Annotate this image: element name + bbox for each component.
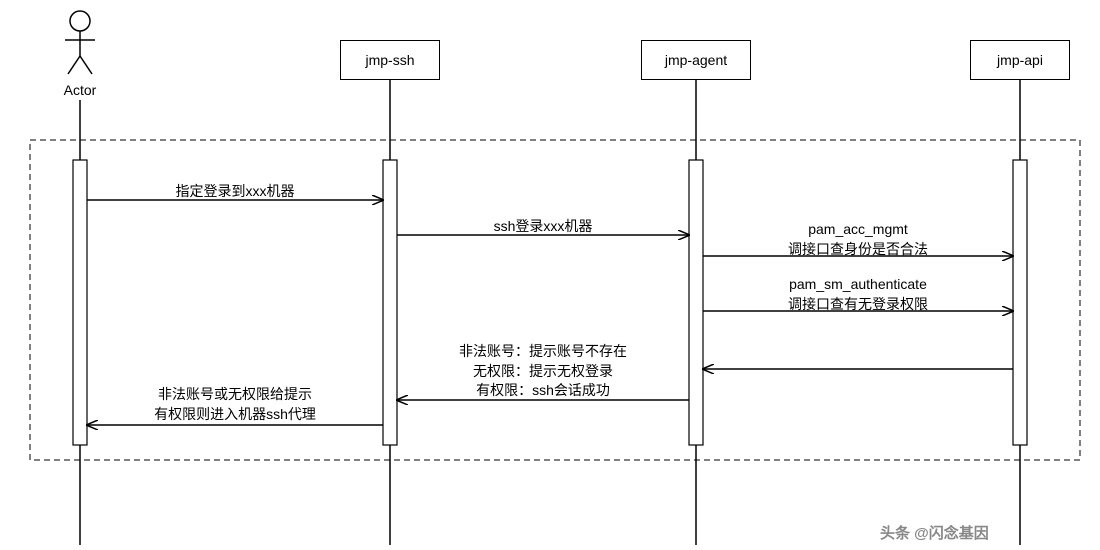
participant-jmp_api: jmp-api [970, 40, 1070, 80]
message-label-2: pam_acc_mgmt调接口查身份是否合法 [698, 220, 1018, 259]
watermark-text: 头条 @闪念基因 [880, 522, 989, 543]
message-label-6: 非法账号或无权限给提示有权限则进入机器ssh代理 [75, 385, 395, 424]
message-label-1: ssh登录xxx机器 [383, 217, 703, 237]
actor-leg-l [68, 56, 80, 74]
message-label-0: 指定登录到xxx机器 [75, 182, 395, 202]
participant-jmp_ssh: jmp-ssh [340, 40, 440, 80]
actor-label: Actor [50, 82, 110, 98]
actor-head-icon [70, 11, 90, 31]
message-label-3: pam_sm_authenticate调接口查有无登录权限 [698, 275, 1018, 314]
actor-leg-r [80, 56, 92, 74]
participant-jmp_agent: jmp-agent [641, 40, 751, 80]
message-label-5: 非法账号：提示账号不存在无权限：提示无权登录有权限：ssh会话成功 [383, 342, 703, 401]
